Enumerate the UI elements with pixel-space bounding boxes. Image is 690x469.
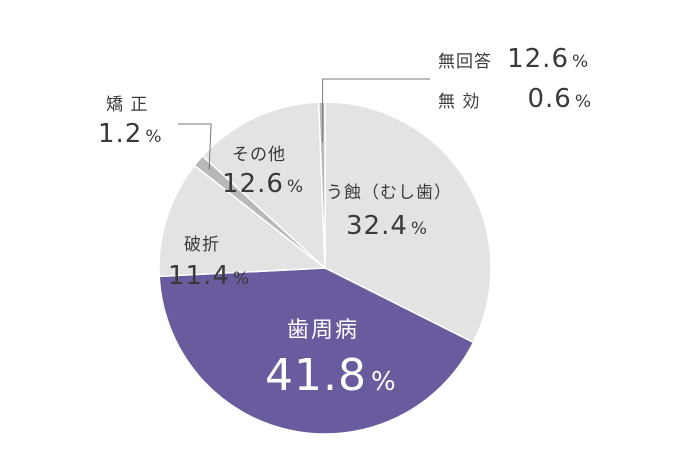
slice-invalid xyxy=(317,101,326,269)
label-no-answer: 無回答 12.6% xyxy=(438,44,588,74)
label-invalid-value: 0.6 xyxy=(527,84,572,114)
slice-periodontal xyxy=(158,267,475,435)
label-orthodontic-value: 1.2 xyxy=(98,119,143,149)
label-fracture-value: 11.4 xyxy=(168,261,230,291)
label-caries-unit: % xyxy=(410,219,428,239)
label-other-unit: % xyxy=(286,177,304,197)
leader-line-orthodontic xyxy=(178,123,212,170)
label-caries-name: う蝕（むし歯） xyxy=(326,183,452,203)
label-orthodontic-unit: % xyxy=(145,127,162,147)
label-fracture: 破折 11.4% xyxy=(168,230,249,291)
label-invalid: 無 効 0.6% xyxy=(438,84,591,114)
label-invalid-unit: % xyxy=(574,92,592,112)
label-no-answer-unit: % xyxy=(571,52,589,72)
label-invalid-name: 無 効 xyxy=(438,92,481,112)
label-orthodontic-name: 矯 正 xyxy=(106,95,149,115)
label-no-answer-name: 無回答 xyxy=(438,52,492,72)
label-caries-value: 32.4 xyxy=(346,211,408,241)
slice-other xyxy=(201,101,326,270)
label-other: その他 12.6% xyxy=(222,140,303,199)
label-fracture-name: 破折 xyxy=(184,235,220,255)
slice-fracture xyxy=(158,164,328,278)
label-no-answer-value: 12.6 xyxy=(507,44,569,74)
label-other-name: その他 xyxy=(232,145,286,165)
label-caries: う蝕（むし歯） 32.4% xyxy=(326,178,452,241)
slice-caries xyxy=(324,101,492,344)
label-periodontal: 歯周病 41.8% xyxy=(265,312,396,401)
leader-line-invalid xyxy=(322,78,430,143)
label-orthodontic: 矯 正 1.2% xyxy=(98,90,162,149)
label-periodontal-name: 歯周病 xyxy=(287,318,360,343)
label-fracture-unit: % xyxy=(232,269,250,289)
label-periodontal-unit: % xyxy=(370,367,396,397)
label-periodontal-value: 41.8 xyxy=(265,350,367,401)
label-other-value: 12.6 xyxy=(222,169,284,199)
